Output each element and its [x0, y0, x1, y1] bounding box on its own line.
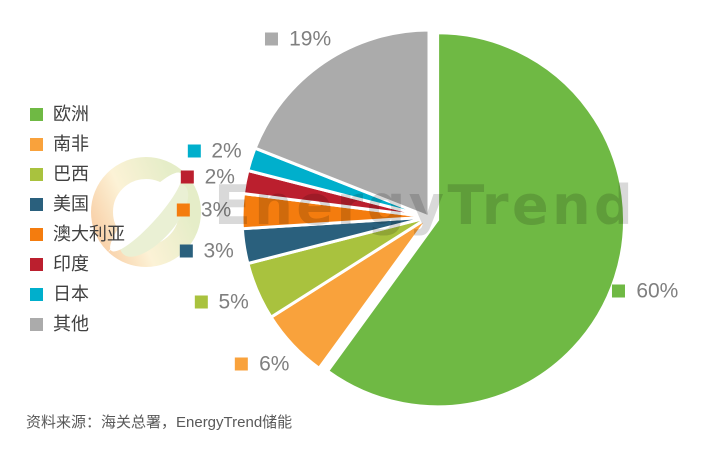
pie-slice-其他	[253, 28, 431, 220]
leaf-stem	[108, 168, 190, 252]
legend-label: 巴西	[53, 164, 89, 184]
percent-label-value: 5%	[218, 290, 249, 314]
legend-item-其他: 其他	[30, 309, 125, 339]
legend-swatch	[30, 317, 43, 331]
legend-item-美国: 美国	[30, 189, 125, 219]
percent-label-value: 6%	[259, 352, 290, 376]
percent-label-澳大利亚: 3%	[176, 198, 232, 222]
pie-slice-欧洲	[325, 31, 626, 409]
legend-swatch	[30, 257, 43, 271]
percent-label-value: 60%	[636, 279, 679, 303]
percent-label-其他: 19%	[265, 29, 331, 50]
legend-label: 日本	[53, 284, 89, 304]
percent-label-value: 2%	[211, 139, 242, 163]
percent-label-swatch	[176, 203, 190, 217]
legend-label: 印度	[53, 254, 89, 274]
legend-swatch	[30, 167, 43, 181]
legend-item-南非: 南非	[30, 129, 125, 159]
legend-item-欧洲: 欧洲	[30, 99, 125, 129]
legend-label: 欧洲	[53, 104, 89, 124]
percent-label-swatch	[265, 32, 279, 46]
percent-label-南非: 6%	[235, 354, 289, 375]
percent-label-欧洲: 60%	[612, 280, 678, 301]
percent-label-印度: 2%	[180, 165, 235, 189]
percent-label-swatch	[187, 144, 201, 158]
legend-swatch	[30, 227, 43, 241]
percent-label-美国: 3%	[179, 239, 234, 263]
legend-item-日本: 日本	[30, 279, 125, 309]
legend-label: 南非	[53, 134, 89, 154]
legend-label: 美国	[53, 194, 89, 214]
percent-label-value: 19%	[289, 27, 332, 51]
legend-label: 澳大利亚	[53, 224, 125, 244]
legend-item-澳大利亚: 澳大利亚	[30, 219, 125, 249]
legend-swatch	[30, 287, 43, 301]
legend-item-印度: 印度	[30, 249, 125, 279]
percent-label-swatch	[179, 244, 193, 258]
percent-label-swatch	[612, 284, 626, 298]
percent-label-swatch	[180, 170, 194, 184]
legend-swatch	[30, 137, 43, 151]
legend-swatch	[30, 197, 43, 211]
legend: 欧洲南非巴西美国澳大利亚印度日本其他	[30, 99, 125, 339]
percent-label-swatch	[235, 357, 249, 371]
percent-label-value: 3%	[200, 198, 232, 222]
percent-label-swatch	[194, 295, 208, 309]
source-note: 资料来源：海关总署，EnergyTrend储能	[26, 414, 293, 431]
leaf-ring	[91, 157, 201, 267]
percent-label-巴西: 5%	[194, 290, 249, 314]
percent-label-value: 3%	[203, 239, 234, 263]
legend-swatch	[30, 107, 43, 121]
percent-label-value: 2%	[204, 165, 235, 189]
percent-label-日本: 2%	[187, 139, 242, 163]
legend-item-巴西: 巴西	[30, 159, 125, 189]
leaf-logo-group	[91, 157, 201, 267]
legend-label: 其他	[53, 314, 89, 334]
